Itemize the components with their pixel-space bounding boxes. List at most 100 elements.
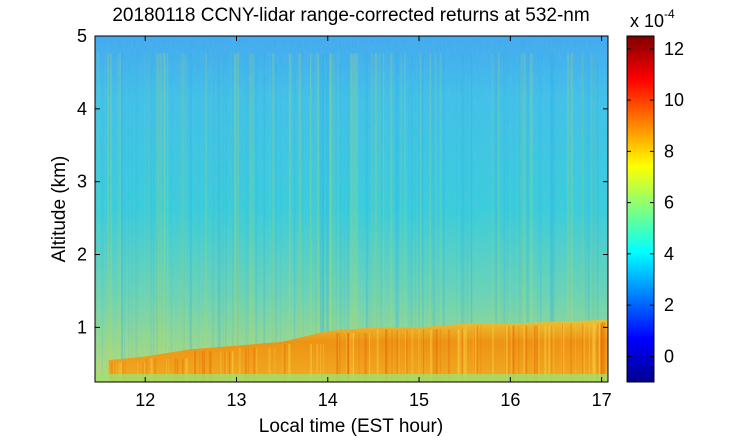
- boundary-layer-streak: [185, 358, 188, 382]
- boundary-layer-streak: [256, 347, 258, 382]
- heatmap-streak: [597, 53, 598, 382]
- heatmap-streak: [551, 53, 555, 382]
- heatmap-streak: [117, 53, 120, 382]
- boundary-layer-streak: [440, 329, 442, 382]
- boundary-layer-streak: [376, 329, 379, 382]
- heatmap-streak: [412, 53, 414, 382]
- boundary-layer-streak: [460, 329, 463, 382]
- boundary-layer-streak: [429, 329, 433, 382]
- y-tick-label: 4: [77, 99, 87, 119]
- boundary-layer-streak: [504, 325, 506, 382]
- heatmap-streak: [470, 53, 472, 382]
- heatmap-streak: [526, 53, 529, 382]
- colorbar-tick-label: 8: [664, 141, 674, 161]
- boundary-layer-streak: [365, 333, 368, 382]
- boundary-layer-streak: [492, 325, 494, 382]
- boundary-layer-streak: [283, 343, 286, 382]
- boundary-layer-streak: [177, 358, 179, 382]
- heatmap-streak: [462, 53, 465, 382]
- heatmap-streak: [298, 53, 301, 382]
- heatmap-streak: [400, 53, 402, 382]
- boundary-layer-streak: [562, 323, 565, 382]
- heatmap-streak: [383, 53, 385, 382]
- heatmap-streak: [236, 53, 239, 382]
- heatmap-streak: [119, 53, 121, 382]
- heatmap-streak: [134, 53, 138, 382]
- y-axis-label: Altitude (km): [49, 156, 70, 263]
- boundary-layer-streak: [435, 329, 438, 382]
- heatmap-streak: [136, 53, 138, 382]
- heatmap-streak: [404, 53, 406, 382]
- heatmap-streak: [185, 53, 187, 382]
- heatmap-streak: [332, 53, 334, 382]
- boundary-layer-streak: [154, 358, 157, 382]
- heatmap-streak: [329, 53, 332, 382]
- boundary-layer-streak: [480, 325, 482, 382]
- heatmap-streak: [550, 53, 553, 382]
- boundary-layer-streak: [475, 325, 478, 382]
- heatmap-streak: [275, 53, 277, 382]
- colorbar-tick-label: 12: [664, 39, 684, 59]
- boundary-layer-streak: [248, 347, 249, 382]
- heatmap-streak: [290, 53, 291, 382]
- heatmap-streak: [121, 53, 123, 382]
- y-tick-label: 2: [77, 245, 87, 265]
- boundary-layer-streak: [167, 358, 169, 382]
- heatmap-streak: [365, 53, 369, 382]
- heatmap-streak: [470, 53, 473, 382]
- heatmap-streak: [336, 53, 339, 382]
- heatmap-streak: [110, 53, 112, 382]
- boundary-layer-streak: [337, 333, 339, 382]
- heatmap-streak: [163, 53, 166, 382]
- heatmap-streak: [356, 53, 359, 382]
- boundary-layer-streak: [548, 325, 550, 382]
- heatmap-streak: [107, 53, 110, 382]
- heatmap-streak: [269, 53, 271, 382]
- x-tick-label: 14: [318, 390, 338, 410]
- boundary-layer-streak: [145, 358, 148, 382]
- boundary-layer-streak: [181, 358, 184, 382]
- boundary-layer-streak: [411, 329, 414, 382]
- heatmap-streak: [330, 53, 333, 382]
- y-axis: 1 2 3 4 5: [77, 26, 608, 337]
- heatmap-streak: [395, 53, 398, 382]
- boundary-layer-streak: [518, 325, 520, 382]
- heatmap-streak: [518, 53, 522, 382]
- x-tick-label: 15: [409, 390, 429, 410]
- y-tick-label: 5: [77, 26, 87, 46]
- boundary-layer-streak: [144, 362, 146, 382]
- heatmap-streak: [152, 53, 155, 382]
- heatmap-streak: [343, 53, 345, 382]
- boundary-layer-streak: [592, 323, 595, 382]
- heatmap-streak: [294, 53, 296, 382]
- boundary-layer-streak: [601, 322, 604, 382]
- heatmap-streak: [189, 53, 192, 382]
- boundary-layer-streak: [120, 362, 123, 382]
- boundary-layer-streak: [349, 333, 351, 382]
- boundary-layer-streak: [111, 362, 113, 382]
- boundary-layer-region: [108, 320, 608, 382]
- boundary-layer-streak: [209, 351, 212, 382]
- boundary-layer-streak: [510, 325, 512, 382]
- boundary-layer-streak: [406, 329, 408, 382]
- heatmap-streak: [325, 53, 329, 382]
- heatmap-streak: [432, 53, 435, 382]
- boundary-layer-streak: [316, 343, 319, 382]
- boundary-layer-streak: [398, 329, 400, 382]
- boundary-layer-streak: [202, 351, 205, 382]
- heatmap-streak: [299, 53, 301, 382]
- heatmap-streak: [156, 53, 159, 382]
- heatmap-streak: [520, 53, 522, 382]
- heatmap-streak: [460, 53, 464, 382]
- boundary-layer-streak: [112, 362, 114, 382]
- plot-frame: [94, 35, 609, 383]
- boundary-layer-streak: [598, 323, 600, 382]
- heatmap-streak: [500, 53, 502, 382]
- boundary-layer-streak: [423, 329, 425, 382]
- heatmap-streak: [335, 53, 338, 382]
- boundary-layer-streak: [310, 343, 312, 382]
- boundary-layer-streak: [347, 333, 350, 382]
- heatmap-streak: [211, 53, 214, 382]
- colorbar: 0 2 4 6 8 10 12 x 10-4: [626, 7, 684, 383]
- boundary-layer-streak: [350, 333, 352, 382]
